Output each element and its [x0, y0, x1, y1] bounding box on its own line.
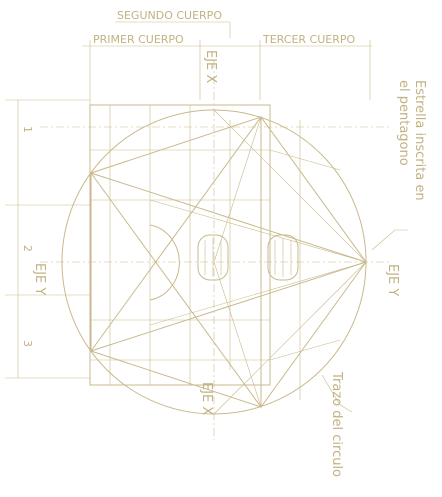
bay-label: 1 [21, 126, 34, 133]
axis-label: EJE Y [32, 263, 47, 295]
note: Estrella inscrita en [412, 80, 427, 201]
dimension-lines [82, 21, 372, 380]
bay-lines [5, 99, 90, 379]
bay-label: 2 [21, 245, 34, 252]
bay-label: 3 [21, 340, 34, 347]
label: TERCER CUERPO [262, 33, 355, 46]
axis-label: EJE Y [385, 264, 400, 296]
construction-lines [149, 109, 367, 415]
leader [321, 374, 353, 413]
label: PRIMER CUERPO [93, 33, 184, 46]
leader [371, 229, 408, 251]
pentagon [90, 116, 367, 408]
label: SEGUNDO CUERPO [117, 9, 222, 22]
note: Trazo del circulo [329, 371, 344, 477]
building [89, 104, 341, 400]
axis-label: EJE X [199, 382, 214, 415]
note: el pentagono [396, 80, 411, 166]
axis-label: EJE X [203, 50, 218, 83]
star [89, 115, 368, 409]
